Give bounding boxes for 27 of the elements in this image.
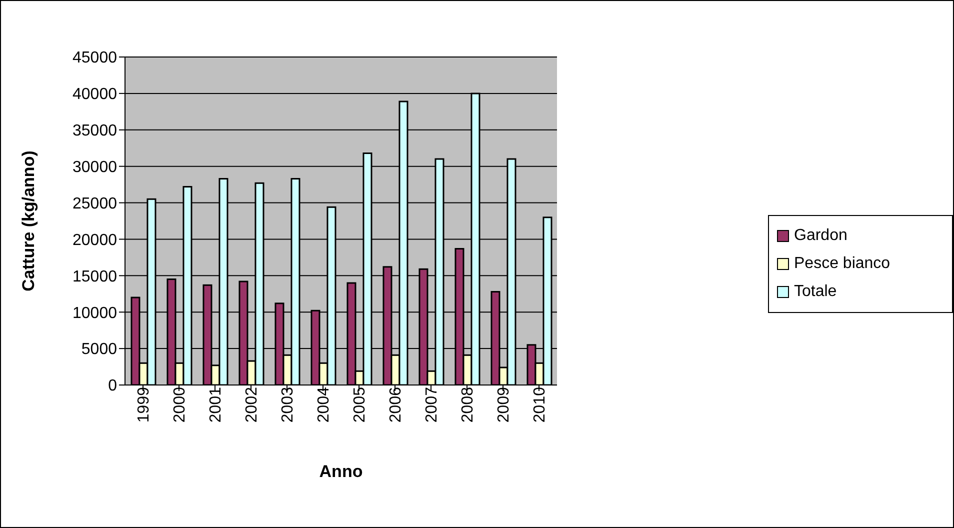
y-tick-label: 35000: [72, 122, 118, 140]
y-tick-label: 20000: [72, 232, 118, 249]
y-tick-label: 10000: [72, 304, 118, 322]
x-tick-label: 2004: [315, 386, 332, 423]
x-tick-label: 1999: [135, 386, 152, 423]
x-tick-label: 2010: [531, 386, 548, 423]
legend-label: Gardon: [794, 227, 848, 245]
x-tick-label: 2005: [351, 386, 368, 423]
y-tick-label: 5000: [81, 341, 118, 358]
y-axis-title: Catture (kg/anno): [19, 150, 38, 292]
legend-label: Pesce bianco: [794, 255, 890, 273]
y-tick-label: 15000: [72, 268, 118, 286]
x-tick-label: 2009: [495, 386, 512, 423]
x-tick-label: 2000: [171, 386, 188, 423]
y-tick-label: 0: [108, 378, 118, 395]
y-tick-label: 25000: [72, 195, 118, 212]
y-tick-label: 45000: [72, 50, 118, 67]
x-tick-label: 2003: [279, 386, 296, 423]
x-tick-label: 2001: [207, 386, 224, 423]
y-tick-label: 30000: [72, 159, 118, 176]
x-tick-label: 2007: [423, 386, 440, 423]
x-tick-label: 2002: [243, 386, 260, 423]
legend-label: Totale: [794, 283, 837, 301]
x-tick-label: 2008: [459, 386, 476, 423]
x-tick-label: 2006: [387, 386, 404, 423]
x-axis-title: Anno: [319, 462, 363, 481]
y-tick-label: 40000: [72, 86, 118, 104]
